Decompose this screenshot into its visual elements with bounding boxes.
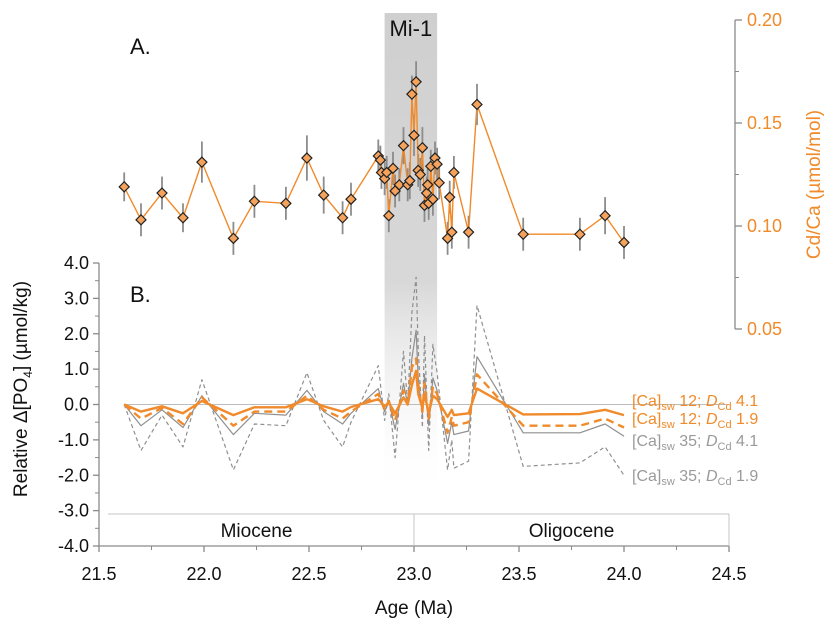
x-tick-label: 24.5 (711, 564, 746, 584)
cd-ca-data-point (410, 75, 422, 88)
po4-legend: [Ca]sw 12; DCd 4.1[Ca]sw 12; DCd 1.9[Ca]… (632, 393, 758, 488)
cd-ca-data-point (448, 166, 460, 179)
x-tick-label: 24.0 (606, 564, 641, 584)
po4-series-line-1 (123, 369, 625, 419)
cd-ca-data-point (406, 88, 418, 101)
cd-ca-data-point (280, 197, 292, 210)
cd-ca-data-point (416, 141, 429, 154)
cd-ca-data-point (431, 158, 443, 171)
legend-entry-1: [Ca]sw 12; DCd 4.1 (632, 393, 758, 413)
cd-ca-data-point (517, 228, 530, 241)
cd-ca-data-point (574, 228, 586, 241)
y-tick-label-po4: -3.0 (58, 501, 89, 521)
cd-ca-data-point (382, 209, 395, 222)
x-tick-label: 23.5 (501, 564, 536, 584)
cd-ca-data-point (196, 156, 208, 168)
cd-ca-data-point (471, 98, 483, 111)
legend-entry-4: [Ca]sw 35; DCd 1.9 (632, 468, 758, 488)
cd-ca-data-point (317, 189, 330, 201)
cd-ca-data-point (403, 174, 416, 187)
cd-ca-data-point (135, 213, 147, 226)
cd-ca-data-point (374, 154, 387, 166)
cd-ca-series (118, 61, 630, 259)
x-tick-label: 22.0 (186, 564, 221, 584)
cd-ca-data-point (397, 139, 410, 152)
po4-series-line-2 (123, 357, 625, 434)
y-tick-label-po4: 1.0 (64, 359, 89, 379)
x-axis-age-title: Age (Ma) (375, 598, 453, 619)
cd-ca-data-point (156, 187, 168, 199)
cd-ca-data-point (393, 178, 406, 191)
cd-ca-data-point (445, 226, 458, 239)
y-tick-label-cd-ca: 0.20 (747, 10, 782, 30)
y-tick-label-po4: -2.0 (58, 465, 89, 485)
x-tick-label: 21.5 (81, 564, 116, 584)
y-axis-po4: -4.0 -3.0 -2.0 -1.0 0.0 1.0 2.0 3.0 4.0 (58, 253, 100, 556)
y-axis-cd-ca-title: Cd/Ca (µmol/mol) (804, 110, 825, 259)
cd-ca-data-point (420, 187, 433, 199)
po4-series-line-4 (123, 276, 625, 476)
epoch-label: Oligocene (529, 521, 615, 542)
cd-ca-data-point (462, 226, 475, 239)
cd-ca-data-point (421, 178, 434, 191)
x-tick-label: 22.5 (291, 564, 326, 584)
y-tick-label-po4: -4.0 (58, 536, 89, 556)
y-tick-label-cd-ca: 0.05 (747, 319, 782, 339)
y-axis-po4-title: Relative Δ[PO4] (µmol/kg) (11, 281, 35, 497)
x-axis-age: 21.5 22.0 22.5 23.0 23.5 24.0 24.5 (81, 545, 747, 584)
cd-ca-data-point (443, 191, 456, 204)
cd-ca-data-point (387, 162, 399, 175)
po4-series-lines (123, 276, 625, 476)
cd-ca-data-point (618, 236, 630, 249)
cd-ca-data-point (118, 181, 131, 193)
cd-ca-data-point (301, 152, 313, 164)
cd-ca-data-point (345, 193, 357, 206)
epoch-bar: Miocene Oligocene (108, 513, 730, 546)
y-tick-label-po4: 2.0 (64, 324, 89, 344)
cd-ca-data-point (177, 211, 189, 224)
y-axis-cd-ca: 0.05 0.10 0.15 0.20 (734, 10, 782, 339)
y-tick-label-po4: 3.0 (64, 288, 89, 308)
cd-ca-data-point (599, 209, 611, 222)
y-tick-label-cd-ca: 0.15 (747, 113, 782, 133)
panel-b-label: B. (130, 282, 151, 307)
x-tick-label: 23.0 (396, 564, 431, 584)
legend-entry-3: [Ca]sw 35; DCd 4.1 (632, 433, 758, 453)
cd-ca-data-point (433, 176, 446, 189)
cd-ca-data-point (248, 195, 261, 208)
cd-ca-data-point (427, 193, 439, 206)
cd-ca-data-point (414, 168, 427, 181)
y-tick-label-po4: -1.0 (58, 430, 89, 450)
legend-entry-2: [Ca]sw 12; DCd 1.9 (632, 411, 758, 431)
mi-1-event-label: Mi-1 (389, 16, 432, 41)
cd-ca-data-point (336, 211, 349, 224)
epoch-label: Miocene (221, 521, 293, 542)
y-tick-label-po4: 4.0 (64, 253, 89, 273)
panel-a-label: A. (130, 34, 151, 59)
cd-ca-data-point (227, 232, 240, 245)
cd-ca-data-point (408, 129, 420, 142)
y-tick-label-cd-ca: 0.10 (747, 216, 782, 236)
y-tick-label-po4: 0.0 (64, 395, 89, 415)
